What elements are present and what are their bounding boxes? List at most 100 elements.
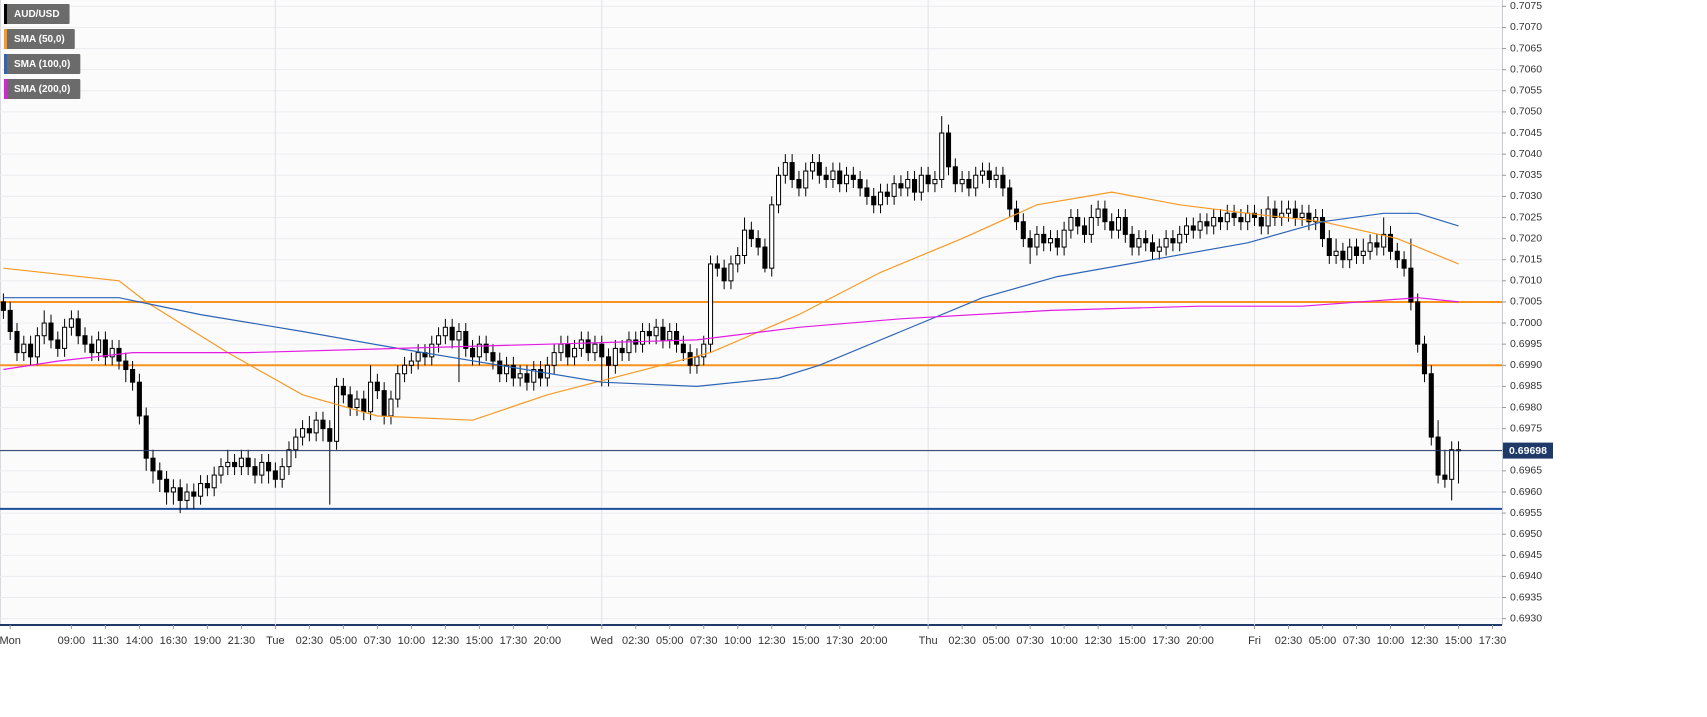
- candle-body: [748, 229, 754, 240]
- candle-body: [1258, 216, 1264, 227]
- candle-body: [1251, 212, 1258, 218]
- candle-body: [1034, 233, 1040, 248]
- x-tick-label: 17:30: [500, 635, 528, 647]
- candle-body: [327, 428, 333, 442]
- legend-swatch: [4, 4, 7, 24]
- candle-body: [1143, 238, 1149, 244]
- candle-body: [959, 178, 965, 185]
- candle-body: [1442, 474, 1448, 480]
- legend-item: SMA (50,0): [4, 29, 75, 49]
- candle-body: [864, 187, 870, 197]
- legend-box: [4, 29, 75, 49]
- candle-body: [966, 178, 972, 189]
- candle-body: [1122, 216, 1128, 235]
- candle-body: [1190, 225, 1196, 231]
- candle-body: [816, 162, 822, 176]
- candle-body: [1231, 212, 1237, 218]
- candle-body: [354, 398, 360, 409]
- candle-body: [1013, 208, 1020, 223]
- candle-body: [680, 343, 686, 354]
- candle-body: [884, 191, 890, 197]
- candle-body: [1027, 238, 1033, 248]
- candle-body: [1041, 233, 1047, 244]
- candle-body: [687, 352, 693, 366]
- x-tick-label: 17:30: [1152, 635, 1180, 647]
- legend-label: AUD/USD: [14, 9, 60, 20]
- candle-body: [674, 331, 680, 345]
- x-tick-label: 20:00: [860, 635, 888, 647]
- candle-body: [1299, 212, 1305, 218]
- candle-body: [932, 178, 938, 185]
- candle-body: [979, 170, 986, 176]
- y-tick-label: 0.7075: [1510, 0, 1542, 12]
- candle-body: [1367, 242, 1373, 252]
- y-tick-label: 0.7045: [1510, 127, 1542, 139]
- x-tick-label: 10:00: [1377, 635, 1405, 647]
- price-tag: [1503, 442, 1553, 459]
- y-tick-label: 0.7020: [1510, 232, 1542, 244]
- candle-body: [1265, 208, 1271, 227]
- y-tick-label: 0.7065: [1510, 42, 1542, 54]
- x-tick-label: 19:00: [194, 635, 222, 647]
- candle-body: [96, 339, 102, 354]
- candle-body: [89, 343, 95, 354]
- candle-body: [1435, 436, 1441, 476]
- candle-body: [402, 364, 408, 375]
- candle-body: [14, 331, 20, 354]
- legend-label: SMA (50,0): [14, 34, 65, 45]
- candle-body: [340, 385, 346, 396]
- candle-body: [408, 360, 414, 366]
- candle-body: [952, 166, 958, 185]
- x-tick-label: 21:30: [228, 635, 256, 647]
- candle-body: [164, 478, 170, 493]
- candle-body: [918, 174, 924, 193]
- y-tick-label: 0.7025: [1510, 211, 1542, 223]
- y-tick-label: 0.7030: [1510, 190, 1542, 202]
- candle-body: [7, 309, 13, 333]
- candle-body: [877, 191, 884, 206]
- candle-body: [538, 369, 544, 379]
- candle-body: [1428, 373, 1434, 438]
- candle-body: [184, 491, 190, 501]
- candle-body: [925, 174, 931, 185]
- sma-line: [3, 297, 1459, 371]
- candle-body: [939, 132, 945, 180]
- candle-body: [558, 343, 564, 354]
- candle-body: [347, 394, 353, 409]
- candle-body: [694, 356, 700, 366]
- candle-body: [143, 415, 149, 459]
- candle-body: [531, 369, 537, 383]
- legend-label: SMA (200,0): [14, 84, 70, 95]
- candle-body: [1136, 238, 1142, 248]
- candle-body: [62, 326, 68, 349]
- x-tick-label: 05:00: [1309, 635, 1337, 647]
- candle-body: [191, 491, 197, 497]
- candle-body: [809, 162, 816, 172]
- x-tick-label: Thu: [919, 635, 938, 647]
- legend-swatch: [4, 79, 7, 99]
- candle-body: [898, 183, 904, 189]
- candle-body: [1075, 216, 1081, 227]
- candle-body: [599, 343, 605, 358]
- candle-body: [109, 347, 115, 358]
- candle-body: [1224, 212, 1230, 223]
- candle-body: [517, 373, 523, 379]
- legend-label: SMA (100,0): [14, 59, 70, 70]
- sma-line: [3, 191, 1459, 421]
- candle-body: [286, 449, 292, 468]
- y-tick-label: 0.6995: [1510, 338, 1542, 350]
- candle-body: [1408, 267, 1414, 303]
- y-tick-label: 0.6955: [1510, 507, 1542, 519]
- candle-body: [1387, 233, 1394, 252]
- candle-body: [82, 335, 88, 345]
- y-tick-label: 0.7005: [1510, 296, 1542, 308]
- candle-body: [1000, 174, 1006, 189]
- candle-body: [225, 461, 231, 468]
- sma-line: [3, 212, 1459, 388]
- x-tick-label: 17:30: [826, 635, 854, 647]
- x-tick-label: 07:30: [364, 635, 392, 647]
- candle-body: [55, 339, 61, 349]
- legend-item: AUD/USD: [4, 4, 70, 24]
- candle-body: [592, 343, 598, 354]
- candle-body: [1217, 216, 1224, 223]
